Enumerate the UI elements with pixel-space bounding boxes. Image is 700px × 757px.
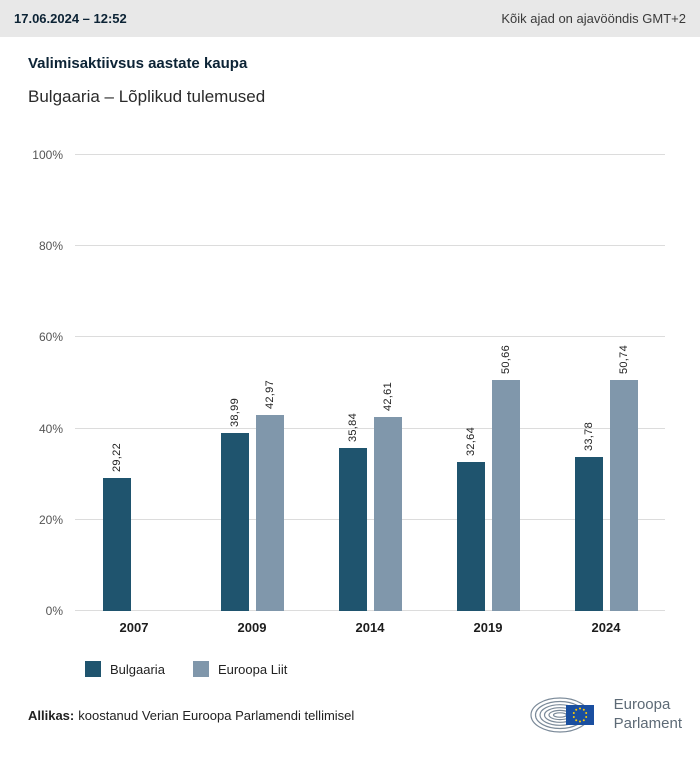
source-note: Allikas: koostanud Verian Euroopa Parlame… bbox=[28, 708, 354, 723]
x-axis-label-2019: 2019 bbox=[473, 620, 503, 635]
x-axis-label-2009: 2009 bbox=[237, 620, 267, 635]
bar-chart: 0% 20% 40% 60% 80% 100% 29,22 38,99 42,97 35,84 42… bbox=[32, 148, 665, 618]
bar-group-2019: 32,64 50,66 bbox=[429, 155, 547, 611]
legend-swatch bbox=[192, 661, 209, 677]
bar-bulgaaria bbox=[102, 477, 131, 611]
bar-group-2014: 35,84 42,61 bbox=[311, 155, 429, 611]
eu-flag bbox=[565, 705, 594, 725]
bar-value-label: 42,61 bbox=[381, 381, 394, 411]
gridline bbox=[75, 610, 665, 611]
footer: Allikas: koostanud Verian Euroopa Parlame… bbox=[0, 691, 700, 739]
chart-legend: Bulgaaria Euroopa Liit bbox=[85, 661, 700, 677]
legend-label: Bulgaaria bbox=[110, 661, 165, 677]
bar-slot: 50,74 bbox=[609, 155, 638, 611]
legend-item-euroopa-liit: Euroopa Liit bbox=[192, 661, 288, 677]
y-axis-tick-label: 40% bbox=[38, 421, 63, 436]
bar-value-label: 42,97 bbox=[263, 380, 276, 410]
bar-value-label: 33,78 bbox=[582, 421, 595, 451]
bar-slot bbox=[138, 155, 166, 611]
bar-value-label: 32,64 bbox=[464, 427, 477, 457]
bar-group-2024: 33,78 50,74 bbox=[547, 155, 665, 611]
x-axis-label-2024: 2024 bbox=[591, 620, 621, 635]
legend-item-bulgaaria: Bulgaaria bbox=[85, 661, 165, 677]
bar-slot: 50,66 bbox=[491, 155, 520, 611]
bar-group-2009: 38,99 42,97 bbox=[193, 155, 311, 611]
bar-slot: 42,97 bbox=[255, 155, 284, 611]
bar-slot: 38,99 bbox=[220, 155, 249, 611]
bar-value-label: 50,66 bbox=[499, 344, 512, 374]
bar-slot: 29,22 bbox=[102, 155, 131, 611]
bar-slot: 33,78 bbox=[574, 155, 603, 611]
legend-swatch bbox=[85, 661, 101, 677]
bar-value-label: 35,84 bbox=[346, 412, 359, 442]
y-axis-tick-label: 0% bbox=[45, 604, 63, 618]
ep-logo-icon bbox=[530, 697, 594, 733]
bar-value-label: 38,99 bbox=[228, 398, 241, 428]
bar-slot: 42,61 bbox=[373, 155, 402, 611]
bar-bulgaaria bbox=[574, 456, 603, 611]
bar-group-2007: 29,22 bbox=[75, 155, 193, 611]
y-axis-tick-label: 80% bbox=[38, 239, 63, 254]
y-axis-tick-label: 100% bbox=[32, 148, 63, 162]
datetime-label: 17.06.2024 – 12:52 bbox=[14, 11, 127, 26]
page-title: Valimisaktiivsus aastate kaupa bbox=[28, 55, 248, 72]
x-axis-label-2007: 2007 bbox=[119, 620, 149, 635]
top-bar: 17.06.2024 – 12:52 Kõik ajad on ajavöönd… bbox=[0, 0, 700, 37]
ep-logo: Euroopa Parlament bbox=[530, 691, 682, 739]
gridline bbox=[75, 245, 665, 247]
x-axis-labels: 2007 2009 2014 2019 2024 bbox=[75, 611, 665, 635]
bar-slot: 32,64 bbox=[456, 155, 485, 611]
bar-euroopa-liit bbox=[373, 416, 402, 611]
ep-logo-line1: Euroopa bbox=[613, 696, 671, 714]
bar-euroopa-liit bbox=[255, 415, 284, 611]
timezone-note: Kõik ajad on ajavööndis GMT+2 bbox=[501, 11, 686, 26]
legend-label: Euroopa Liit bbox=[217, 661, 288, 677]
y-axis-tick-label: 60% bbox=[38, 330, 63, 345]
y-axis-tick-label: 20% bbox=[38, 512, 63, 527]
ep-logo-line2: Parlament bbox=[613, 715, 682, 732]
source-label: Allikas: bbox=[28, 707, 75, 723]
source-text: koostanud Verian Euroopa Parlamendi tell… bbox=[78, 707, 355, 723]
bar-bulgaaria bbox=[456, 462, 485, 611]
bar-euroopa-liit bbox=[491, 380, 520, 611]
gridline bbox=[75, 518, 665, 520]
title-block: Valimisaktiivsus aastate kaupa Bulgaaria… bbox=[0, 37, 700, 107]
x-axis-label-2014: 2014 bbox=[355, 620, 385, 635]
bar-value-label: 29,22 bbox=[110, 442, 123, 472]
bar-slot: 35,84 bbox=[338, 155, 367, 611]
gridline bbox=[75, 427, 665, 429]
gridline bbox=[75, 154, 665, 155]
bar-bulgaaria bbox=[220, 433, 249, 611]
gridline bbox=[75, 336, 665, 338]
bar-bulgaaria bbox=[338, 447, 367, 611]
ep-logo-text: Euroopa Parlament bbox=[614, 696, 682, 734]
bar-euroopa-liit bbox=[609, 379, 638, 611]
bar-groups: 29,22 38,99 42,97 35,84 42,61 32,64 50,66 33,78… bbox=[75, 155, 665, 611]
bar-value-label: 50,74 bbox=[617, 344, 630, 374]
page-subtitle: Bulgaaria – Lõplikud tulemused bbox=[28, 87, 266, 106]
